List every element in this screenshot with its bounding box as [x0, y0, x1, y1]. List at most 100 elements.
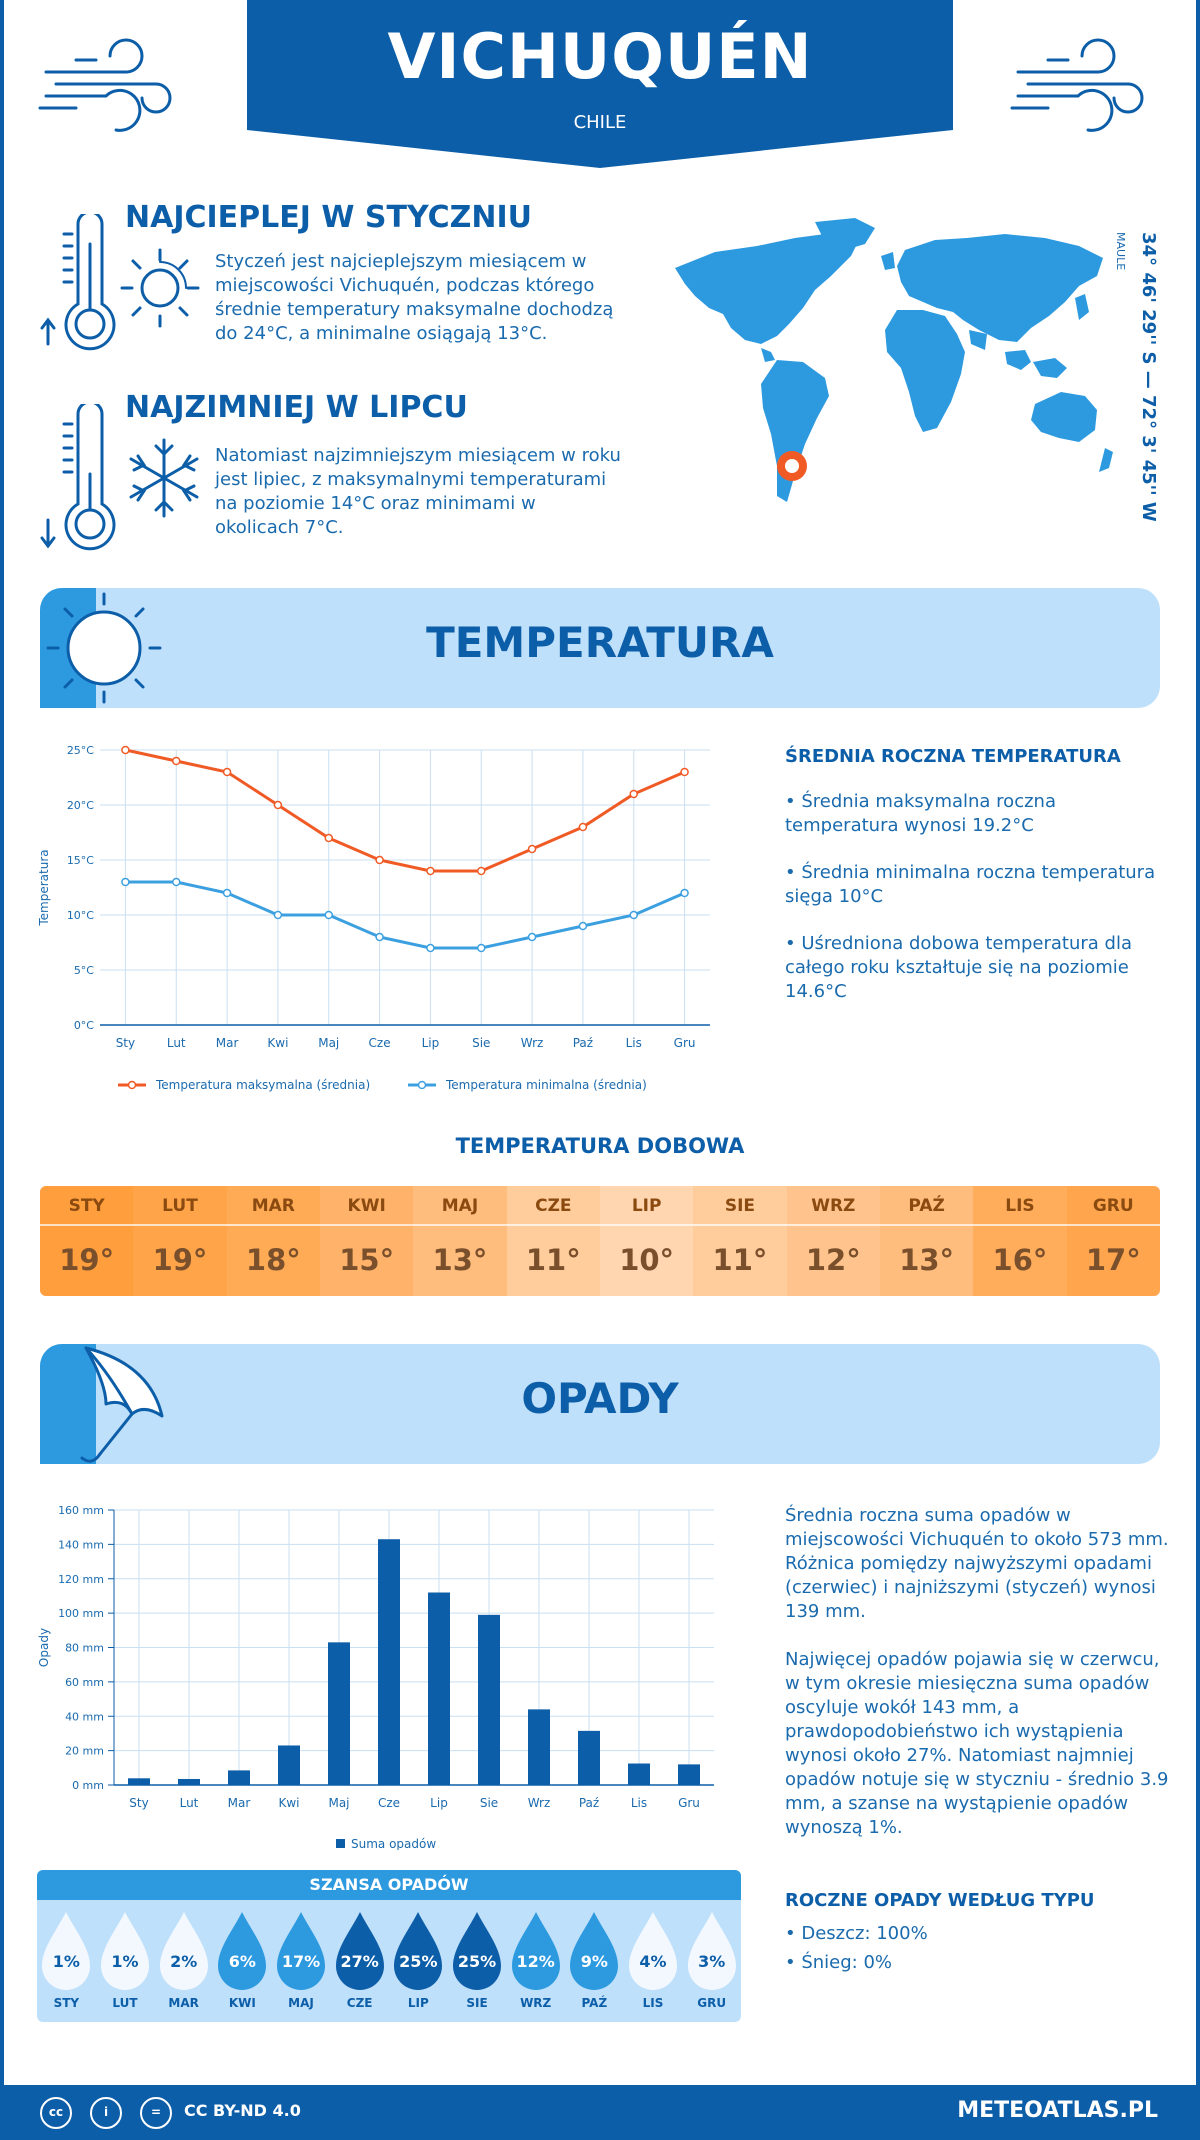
temperature-banner: TEMPERATURA [40, 588, 1160, 708]
data-point [273, 800, 283, 810]
warmest-title: NAJCIEPLEJ W STYCZNIU [125, 200, 533, 235]
x-tick-label: Gru [678, 1796, 700, 1810]
raindrop-icon [453, 1912, 501, 1990]
data-point [680, 888, 689, 898]
daily-temperature-value: 17° [1085, 1243, 1141, 1277]
y-tick-label: 60 mm [65, 1676, 104, 1689]
x-tick-label: Paź [579, 1796, 599, 1810]
precipitation-chance-month: STY [53, 1996, 80, 2010]
city-name: VICHUQUÉN [387, 20, 813, 93]
precipitation-chance-value: 1% [52, 1952, 80, 1971]
precipitation-chance-title: SZANSA OPADÓW [37, 1870, 741, 1900]
coordinates-value: 34° 46' 29'' S — 72° 3' 45'' W [1138, 232, 1159, 522]
precipitation-chance-drop: 25% SIE [448, 1908, 506, 2018]
x-tick-label: Lis [626, 1036, 642, 1050]
thermometer-cold-icon [40, 404, 116, 551]
daily-column: STY 19° [40, 1186, 134, 1296]
data-point [426, 866, 435, 876]
series-line-max [125, 748, 686, 873]
precipitation-chance-drop: 3% GRU [683, 1908, 741, 2018]
daily-month-label: LIS [973, 1186, 1067, 1226]
raindrop-icon [101, 1912, 149, 1990]
data-point [172, 877, 181, 887]
x-tick-label: Lip [430, 1796, 448, 1810]
precipitation-chance-drop: 25% LIP [389, 1908, 447, 2018]
daily-temperature-value: 13° [432, 1243, 488, 1277]
sun-icon [120, 248, 200, 328]
temperature-chart: 0°C 5°C 10°C 15°C 20°C 25°C Sty Lut Mar Kwi Maj Cze… [37, 744, 710, 1092]
precipitation-chance-value: 4% [639, 1952, 667, 1971]
daily-month-label: KWI [319, 1186, 414, 1226]
raindrop-icon [687, 1912, 736, 1990]
precipitation-chance-drop: 1% STY [37, 1908, 95, 2018]
country-name: CHILE [573, 112, 627, 133]
precipitation-chance-drop: 17% MAJ [272, 1908, 330, 2018]
data-point [477, 943, 486, 953]
bar [378, 1539, 400, 1785]
wind-icon-right [1010, 38, 1144, 132]
precipitation-chance-month: GRU [697, 1996, 727, 2010]
temperature-banner-title: TEMPERATURA [426, 618, 774, 667]
x-tick-label: Cze [378, 1796, 400, 1810]
precipitation-chance-month: SIE [466, 1996, 488, 2010]
legend-swatch [336, 1839, 345, 1848]
daily-column: KWI 15° [319, 1186, 414, 1296]
y-tick-label: 25°C [67, 744, 94, 757]
bar [628, 1763, 650, 1785]
daily-column: MAJ 13° [413, 1186, 507, 1296]
precipitation-chance-drop: 9% PAŹ [565, 1908, 623, 2018]
x-tick-label: Sie [472, 1036, 490, 1050]
data-point [375, 855, 384, 865]
bar [178, 1778, 200, 1785]
precipitation-chance-value: 9% [580, 1952, 608, 1971]
daily-column: GRU 17° [1066, 1186, 1160, 1296]
x-tick-label: Lis [631, 1796, 647, 1810]
x-tick-label: Sie [480, 1796, 498, 1810]
y-tick-label: 0°C [74, 1019, 94, 1032]
y-tick-label: 20°C [67, 799, 94, 812]
y-tick-label: 100 mm [58, 1607, 104, 1620]
daily-temperature-value: 16° [992, 1243, 1048, 1277]
daily-month-label: GRU [1066, 1186, 1160, 1226]
precipitation-chance-drop: 12% WRZ [507, 1908, 565, 2018]
legend-marker [127, 1080, 137, 1090]
x-tick-label: Mar [216, 1036, 239, 1050]
wind-icon-left [38, 38, 172, 132]
footer: cc i = CC BY-ND 4.0 METEOATLAS.PL [0, 2085, 1200, 2140]
y-tick-label: 15°C [67, 854, 94, 867]
x-tick-label: Sty [129, 1796, 148, 1810]
daily-month-label: SIE [693, 1186, 787, 1226]
raindrop-icon [335, 1912, 384, 1990]
precipitation-chance-drop: 27% CZE [331, 1908, 389, 2018]
raindrop-icon [218, 1912, 267, 1990]
daily-column: LIS 16° [973, 1186, 1067, 1296]
temperature-bullet-1: • Średnia maksymalna roczna temperatura … [785, 791, 1056, 836]
data-point [527, 932, 537, 942]
x-tick-label: Maj [328, 1796, 349, 1810]
y-axis-label: Temperatura [37, 849, 51, 926]
bar [228, 1770, 250, 1785]
precipitation-chance-month: CZE [346, 1996, 373, 2010]
warmest-text: Styczeń jest najcieplejszym miesiącem w … [215, 251, 614, 344]
bar [428, 1592, 450, 1785]
raindrop-icon [570, 1912, 619, 1990]
daily-temperature-value: 19° [152, 1243, 208, 1277]
precipitation-chance-month: PAŹ [581, 1996, 608, 2010]
coldest-text: Natomiast najzimniejszym miesiącem w rok… [215, 445, 621, 538]
precipitation-chance-month: KWI [228, 1996, 256, 2010]
y-tick-label: 160 mm [58, 1504, 104, 1517]
data-point [426, 943, 435, 953]
site-link[interactable]: METEOATLAS.PL [957, 2098, 1158, 2123]
precipitation-type-snow: • Śnieg: 0% [785, 1952, 893, 1973]
daily-column: SIE 11° [693, 1186, 787, 1296]
daily-column: PAŹ 13° [879, 1186, 974, 1296]
raindrop-icon [511, 1912, 560, 1990]
raindrop-icon [629, 1912, 677, 1990]
data-point [629, 910, 638, 920]
y-tick-label: 140 mm [58, 1538, 104, 1551]
data-point [222, 888, 232, 898]
license-label: CC BY-ND 4.0 [184, 2101, 301, 2120]
bar [528, 1709, 550, 1785]
data-point [578, 921, 588, 931]
